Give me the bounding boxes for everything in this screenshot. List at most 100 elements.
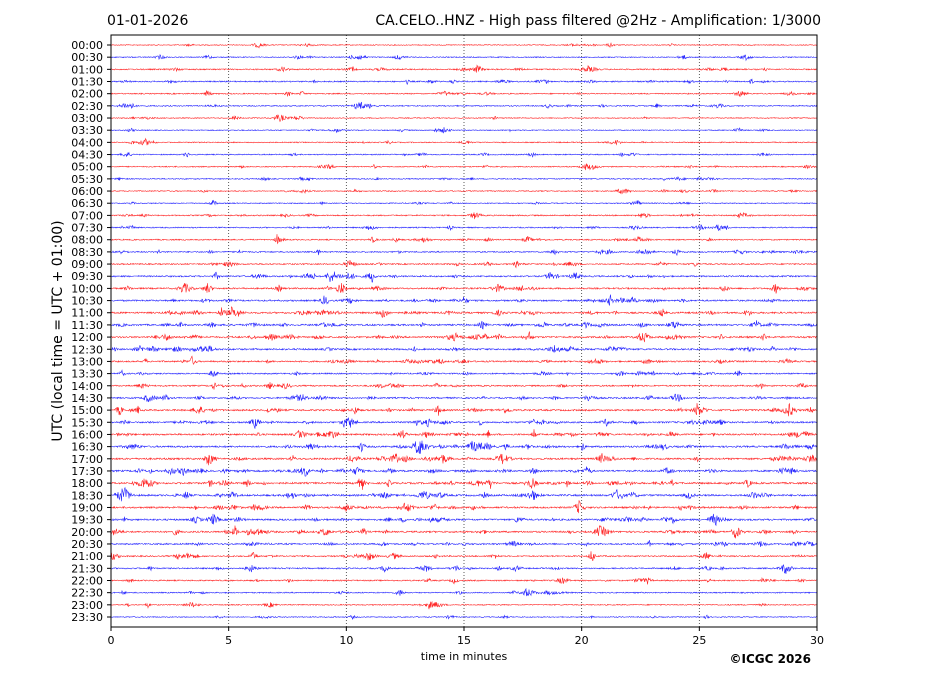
x-tick-labels: 0 5 10 15 20 25 30 (108, 627, 824, 647)
y-tick-label: 22:30 (71, 587, 103, 600)
y-tick-label: 06:30 (71, 197, 103, 210)
x-tick-label: 5 (225, 634, 232, 647)
trace-2230 (110, 587, 818, 597)
x-axis-label: time in minutes (421, 650, 508, 663)
y-tick-label: 03:00 (71, 112, 103, 125)
trace-0900 (110, 259, 818, 269)
y-tick-label: 01:00 (71, 63, 103, 76)
y-tick-label: 10:00 (71, 282, 103, 295)
y-tick-label: 18:00 (71, 477, 103, 490)
y-tick-label: 11:00 (71, 307, 103, 320)
y-tick-label: 15:00 (71, 404, 103, 417)
y-tick-label: 21:00 (71, 550, 103, 563)
x-tick-label: 25 (692, 634, 706, 647)
y-tick-label: 22:00 (71, 574, 103, 587)
trace-0200 (110, 89, 818, 98)
y-tick-label: 09:00 (71, 258, 103, 271)
trace-0430 (110, 151, 818, 158)
y-tick-label: 14:30 (71, 392, 103, 405)
trace-1930 (110, 513, 818, 527)
y-tick-label: 05:00 (71, 161, 103, 174)
trace-1100 (110, 306, 818, 318)
trace-1900 (110, 500, 818, 514)
y-tick-label: 16:30 (71, 441, 103, 454)
y-tick-label: 01:30 (71, 76, 103, 89)
y-tick-label: 18:30 (71, 489, 103, 502)
y-tick-label: 13:00 (71, 355, 103, 368)
trace-0030 (110, 54, 818, 62)
trace-1730 (110, 466, 818, 477)
trace-2030 (110, 540, 818, 548)
y-tick-label: 13:30 (71, 368, 103, 381)
y-tick-label: 23:00 (71, 599, 103, 612)
x-tick-label: 30 (810, 634, 824, 647)
y-tick-label: 20:00 (71, 526, 103, 539)
y-tick-label: 20:30 (71, 538, 103, 551)
y-tick-label: 10:30 (71, 295, 103, 308)
y-tick-label: 00:30 (71, 51, 103, 64)
trace-2200 (110, 576, 817, 585)
y-tick-label: 04:00 (71, 136, 103, 149)
trace-0300 (110, 114, 818, 123)
y-tick-label: 17:00 (71, 453, 103, 466)
trace-0600 (110, 188, 818, 195)
trace-1130 (110, 320, 818, 330)
trace-0730 (110, 224, 818, 232)
trace-2100 (110, 551, 818, 561)
y-tick-label: 11:30 (71, 319, 103, 332)
y-tick-label: 02:30 (71, 100, 103, 113)
y-tick-label: 15:30 (71, 416, 103, 429)
y-tick-label: 12:00 (71, 331, 103, 344)
trace-0330 (110, 127, 818, 134)
trace-1030 (110, 294, 818, 306)
y-tick-label: 07:00 (71, 209, 103, 222)
trace-1600 (110, 429, 818, 439)
y-tick-label: 19:00 (71, 501, 103, 514)
trace-0830 (110, 248, 818, 256)
trace-1800 (110, 478, 818, 490)
y-tick-label: 17:30 (71, 465, 103, 478)
y-tick-label: 19:30 (71, 514, 103, 527)
y-tick-label: 23:30 (71, 611, 103, 624)
trace-1200 (110, 330, 817, 343)
y-tick-label: 08:00 (71, 234, 103, 247)
y-tick-label: 14:00 (71, 380, 103, 393)
trace-0930 (110, 271, 818, 283)
y-tick-label: 09:30 (71, 270, 103, 283)
trace-0130 (110, 78, 818, 85)
y-tick-label: 03:30 (71, 124, 103, 137)
trace-1400 (110, 382, 818, 390)
y-tick-label: 12:30 (71, 343, 103, 356)
chart-title: CA.CELO..HNZ - High pass filtered @2Hz -… (375, 13, 821, 29)
x-tick-label: 15 (457, 634, 471, 647)
x-tick-label: 10 (339, 634, 353, 647)
copyright: ©ICGC 2026 (729, 652, 811, 666)
y-tick-label: 21:30 (71, 562, 103, 575)
y-tick-label: 02:00 (71, 88, 103, 101)
trace-1530 (110, 416, 818, 429)
trace-0700 (110, 211, 818, 220)
trace-1430 (110, 393, 818, 403)
traces (110, 42, 818, 620)
trace-0100 (110, 64, 818, 73)
x-tick-label: 0 (108, 634, 115, 647)
trace-1330 (110, 369, 818, 377)
trace-1630 (110, 440, 818, 454)
y-tick-label: 04:30 (71, 149, 103, 162)
trace-2330 (110, 614, 818, 620)
trace-2000 (110, 524, 818, 539)
y-tick-label: 05:30 (71, 173, 103, 186)
y-axis-label: UTC (local time = UTC + 01:00) (50, 220, 66, 441)
trace-0400 (110, 137, 818, 146)
x-tick-label: 20 (575, 634, 589, 647)
trace-0530 (110, 176, 818, 182)
trace-2300 (110, 600, 818, 610)
trace-1700 (110, 453, 818, 466)
trace-1500 (110, 402, 818, 417)
trace-1000 (110, 282, 818, 294)
trace-0630 (110, 199, 818, 206)
trace-0800 (110, 234, 818, 245)
trace-0230 (110, 101, 818, 110)
grid-lines (228, 35, 700, 627)
trace-1230 (110, 345, 817, 354)
